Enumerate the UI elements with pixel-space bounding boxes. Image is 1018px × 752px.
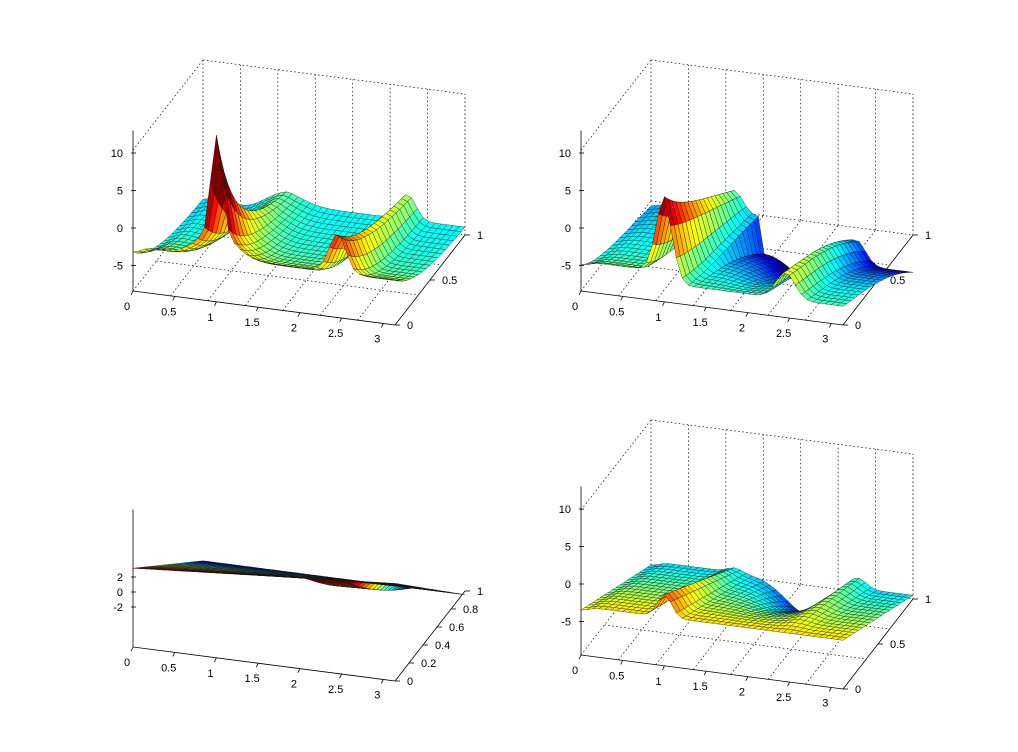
surface-facet	[836, 636, 848, 641]
surface-facet	[388, 582, 399, 585]
y-tick-label: 0	[855, 320, 861, 332]
y-tick-label: 1	[925, 594, 931, 606]
surface-plot-3: 0 0.5 1 1.5 2 2.5 3 0 0.2 0.4 0.6 0.8 1 -2 0 2	[113, 509, 483, 701]
z-tick-label: 10	[559, 504, 571, 516]
surface-mesh	[132, 560, 466, 595]
x-tick-label: 2	[739, 323, 745, 335]
surface-plot-2: 0 0.5 1 1.5 2 2.5 3 0 0.5 1 -5 0 5 10	[559, 59, 931, 345]
x-tick-label: 2	[739, 687, 745, 699]
z-tick-label: 2	[117, 572, 123, 584]
x-tick-label: 1	[207, 312, 213, 324]
surface-mesh	[132, 135, 466, 282]
z-tick-label: 0	[565, 579, 571, 591]
x-tick-label: 2.5	[776, 328, 791, 340]
x-tick-label: 0.5	[609, 306, 624, 318]
x-tick-label: 2.5	[328, 328, 343, 340]
z-tick-label: 5	[565, 186, 571, 198]
y-tick-label: 0	[407, 676, 413, 688]
x-tick-label: 2	[291, 323, 297, 335]
x-tick-label: 0	[124, 301, 130, 313]
surface-plot-4: 0 0.5 1 1.5 2 2.5 3 0 0.5 1 -5 0 5 10	[559, 419, 931, 709]
z-tick-label: 5	[565, 542, 571, 554]
x-tick-label: 1	[655, 312, 661, 324]
axes-box	[578, 419, 918, 692]
y-tick-label: 0.4	[435, 640, 450, 652]
x-tick-label: 0.5	[161, 662, 176, 674]
y-tick-label: 1	[925, 230, 931, 242]
z-tick-label: 10	[559, 148, 571, 160]
x-tick-label: 1.5	[693, 317, 708, 329]
z-tick-label: 5	[117, 186, 123, 198]
z-tick-label: 0	[565, 223, 571, 235]
x-tick-label: 3	[822, 333, 828, 345]
y-tick-label: 0	[855, 684, 861, 696]
x-tick-label: 2	[291, 679, 297, 691]
x-tick-label: 1	[655, 676, 661, 688]
z-tick-label: -2	[113, 602, 123, 614]
surface-facet	[836, 302, 848, 307]
z-tick-label: -5	[113, 261, 123, 273]
surface-facet	[388, 279, 399, 282]
z-tick-label: -5	[561, 261, 571, 273]
y-tick-label: 1	[477, 586, 483, 598]
y-tick-label: 0.2	[421, 658, 436, 670]
x-tick-label: 0	[572, 301, 578, 313]
y-tick-label: 0.5	[890, 639, 905, 651]
y-tick-label: 0.6	[449, 622, 464, 634]
x-tick-label: 3	[374, 333, 380, 345]
y-tick-label: 0.8	[463, 604, 478, 616]
x-tick-label: 2.5	[776, 692, 791, 704]
x-tick-label: 0	[124, 657, 130, 669]
surface-mesh	[580, 190, 914, 307]
axes-box	[130, 59, 470, 328]
surface-plot-1: 0 0.5 1 1.5 2 2.5 3 0 0.5 1 -5 0 5 10	[111, 59, 483, 345]
x-tick-label: 0.5	[609, 670, 624, 682]
x-tick-label: 3	[374, 689, 380, 701]
z-tick-label: 0	[117, 223, 123, 235]
y-tick-label: 0.5	[890, 275, 905, 287]
x-tick-label: 0	[572, 665, 578, 677]
y-tick-label: 0	[407, 320, 413, 332]
x-tick-label: 1.5	[245, 317, 260, 329]
x-tick-label: 1.5	[693, 681, 708, 693]
x-tick-label: 2.5	[328, 684, 343, 696]
x-tick-label: 0.5	[161, 306, 176, 318]
z-tick-label: -5	[561, 617, 571, 629]
z-tick-label: 10	[111, 148, 123, 160]
surface-mesh	[580, 563, 914, 641]
x-tick-label: 1	[207, 668, 213, 680]
x-tick-label: 1.5	[245, 673, 260, 685]
z-tick-label: 0	[117, 587, 123, 599]
x-tick-label: 3	[822, 697, 828, 709]
axes-box	[130, 509, 470, 684]
y-tick-label: 1	[477, 230, 483, 242]
y-tick-label: 0.5	[442, 275, 457, 287]
